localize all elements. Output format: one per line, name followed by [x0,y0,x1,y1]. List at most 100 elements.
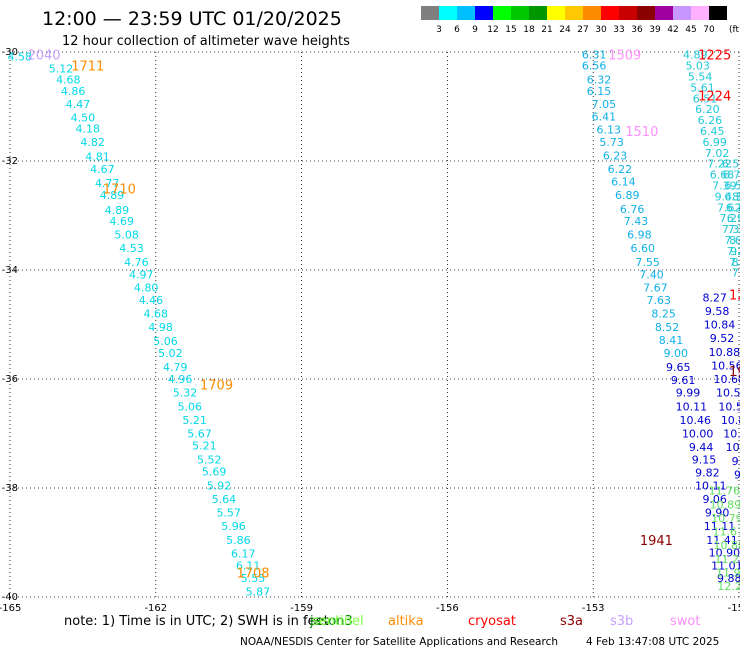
wave-height-point: 6.31 [582,49,607,62]
wave-height-point: 9.82 [695,467,720,480]
wave-height-point: 5.08 [114,229,139,242]
wave-height-point: 9.54 [734,468,740,481]
chart-title: 12:00 — 23:59 UTC 01/20/2025 [42,8,342,30]
wave-height-point: 7.62 [717,201,740,214]
wave-height-point: 10.58 [716,387,740,400]
mission-cryosat: cryosat [468,614,516,629]
colorbar-swatch [493,6,511,20]
wave-height-point: 7.75 [732,267,740,280]
wave-height-point: 10.11 [676,400,708,413]
colorbar-label: 30 [595,25,607,35]
wave-height-point: 4.50 [71,111,96,124]
wave-height-point: 9.06 [702,493,727,506]
wave-height-point: 6.98 [627,229,652,242]
wave-height-point: 8.52 [655,321,680,334]
wave-height-point: 11.67 [713,526,740,539]
wave-height-point: 6.23 [603,150,628,163]
wave-height-point: 7.05 [592,98,617,111]
wave-height-point: 5.64 [212,493,237,506]
wave-height-point: 10.11 [695,479,727,492]
wave-height-point: 5.54 [688,71,713,84]
colorbar-swatch [601,6,619,20]
wave-height-point: 6.75 [726,201,740,214]
wave-height-point: 5.03 [685,60,710,73]
colorbar-swatch [691,6,709,20]
mission-swot: swot [670,614,700,629]
colorbar-swatch [583,6,601,20]
wave-height-point: 6.13 [597,123,622,136]
wave-height-point: 5.57 [216,507,241,520]
x-tick-label: -165 [0,603,21,614]
x-tick-label: -162 [144,603,167,614]
wave-height-point: 8.95 [732,256,740,269]
colorbar-swatch [637,6,655,20]
wave-height-point: 4.69 [110,215,135,228]
colorbar-label: 70 [703,25,715,35]
time-label: 1710 [103,182,136,197]
x-tick-label: -156 [436,603,459,614]
wave-height-point: 9.15 [692,454,717,467]
wave-height-point: 7.22 [727,245,740,258]
wave-height-point: 4.97 [129,268,154,281]
colorbar-label: 21 [541,25,552,35]
colorbar-swatch [673,6,691,20]
wave-height-point: 6.32 [587,73,612,86]
wave-height-point: 6.14 [611,176,636,189]
wave-height-point: 10.79 [711,512,740,525]
wave-height-point: 11.41 [706,534,738,547]
wave-height-point: 7.55 [635,256,660,269]
mission-altika: altika [388,614,424,629]
wave-height-point: 12.23 [717,580,740,593]
wave-height-point: 10.88 [709,346,740,359]
wave-height-point: 9.48 [715,190,740,203]
wave-height-point: 4.98 [148,321,173,334]
wave-height-point: 6.76 [620,203,645,216]
wave-height-point: 7.23 [728,223,740,236]
wave-height-point: 9.52 [710,332,735,345]
wave-height-point: 5.52 [197,454,222,467]
y-tick-label: -34 [2,265,18,276]
colorbar-swatch [511,6,529,20]
footer-note: note: 1) Time is in UTC; 2) SWH is in fe… [64,614,329,629]
wave-height-point: 9.89 [732,455,740,468]
grid-lines [9,51,740,598]
wave-height-point: 6.99 [702,136,727,149]
wave-height-point: 5.06 [178,400,203,413]
wave-height-point: 5.21 [192,439,217,452]
wave-height-point: 7.39 [712,180,737,193]
colorbar-swatch [565,6,583,20]
wave-height-point: 4.46 [139,294,164,307]
wave-height-point: 4.58 [7,50,32,63]
wave-height-point: 7.22 [707,158,732,171]
wave-height-point: 6.56 [582,60,607,73]
time-label: 1509 [608,49,641,64]
wave-height-point: 6.70 [723,169,740,182]
wave-height-point: 10.35 [723,428,740,441]
wave-height-point: 6.55 [722,158,740,171]
time-label: 1225 [698,49,731,64]
colorbar-label: 18 [523,25,535,35]
wave-height-point: 5.69 [202,466,227,479]
wave-height-point: 5.61 [690,81,715,94]
wave-height-point: 6.20 [695,103,720,116]
wave-height-point: 10.83 [721,414,740,427]
colorbar-label: 33 [613,25,624,35]
wave-height-point: 6.54 [724,180,740,193]
wave-height-point: 9.99 [676,387,701,400]
wave-height-point: 7.63 [647,294,672,307]
wave-height-point: 5.06 [153,335,178,348]
wave-height-point: 4.67 [90,163,115,176]
mission-sentinel: sentinel [312,614,364,629]
y-tick-label: -40 [2,592,18,603]
colorbar-swatch [655,6,673,20]
time-label: 1708 [236,566,269,581]
colorbar-label: 27 [577,25,588,35]
wave-height-point: 10.88 [714,539,740,552]
wave-height-point: 4.53 [119,242,144,255]
wave-height-point: 7.60 [724,234,740,247]
y-tick-label: -30 [2,47,18,58]
time-label: 1711 [71,60,104,75]
wave-height-point: 5.92 [207,479,232,492]
wave-height-point: 9.44 [689,441,714,454]
